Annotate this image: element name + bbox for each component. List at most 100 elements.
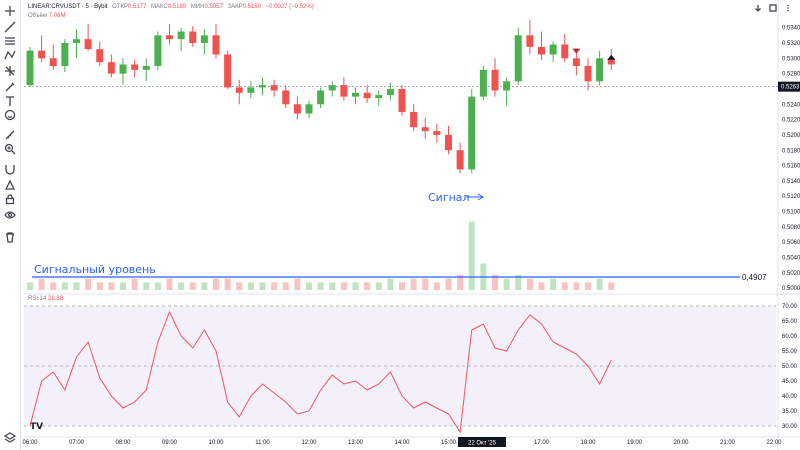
rsi-tick-label: 55.00 bbox=[782, 349, 798, 355]
time-tick-label: 20:00 bbox=[673, 440, 689, 446]
candle-body bbox=[200, 35, 208, 43]
rsi-legend[interactable]: RSI 14 28.88 bbox=[28, 296, 63, 302]
open-value: 0.5177 bbox=[127, 4, 147, 10]
rsi-label: RSI 14 bbox=[28, 296, 47, 302]
lock-draw-icon[interactable] bbox=[3, 178, 17, 192]
candle-body bbox=[107, 62, 115, 74]
time-tick-label: 07:00 bbox=[69, 440, 85, 446]
forecast-icon[interactable] bbox=[3, 64, 17, 78]
candle-body bbox=[421, 127, 429, 132]
volume-bar bbox=[538, 282, 545, 290]
candle-body bbox=[386, 88, 394, 96]
volume-bar bbox=[340, 282, 347, 290]
ruler-icon[interactable] bbox=[3, 128, 17, 142]
price-tick-label: 0.5200 bbox=[782, 133, 800, 139]
low-label: МИН bbox=[190, 4, 205, 10]
candle-body bbox=[503, 81, 511, 91]
brush-icon[interactable] bbox=[3, 80, 17, 94]
price-tick-label: 0.5300 bbox=[782, 56, 800, 62]
volume-bar bbox=[399, 282, 405, 290]
candle-body bbox=[154, 35, 162, 66]
rsi-tick-label: 65.00 bbox=[782, 319, 798, 325]
volume-bar bbox=[178, 282, 185, 290]
more-icon[interactable] bbox=[783, 3, 792, 12]
volume-bar bbox=[271, 282, 278, 290]
candle-body bbox=[96, 49, 104, 63]
volume-bar bbox=[515, 274, 522, 290]
change-value: −0.0027 (−0.52%) bbox=[265, 4, 314, 10]
candle-body bbox=[317, 90, 325, 105]
rsi-band bbox=[24, 306, 776, 426]
volume-bar bbox=[317, 282, 324, 290]
lock-icon[interactable] bbox=[3, 192, 17, 206]
candle-body bbox=[410, 111, 418, 128]
volume-legend[interactable]: Объём 7.06M bbox=[28, 13, 65, 19]
price-tick-label: 0.5240 bbox=[782, 102, 800, 108]
time-tick-label: 12:00 bbox=[301, 440, 317, 446]
symbol-name[interactable]: LINEAR:CRVUSDT · 5 · Bybit bbox=[28, 4, 108, 10]
buy-marker bbox=[607, 54, 616, 60]
visibility-icon[interactable] bbox=[3, 208, 17, 222]
volume-bar bbox=[282, 282, 289, 290]
magnet-icon[interactable] bbox=[3, 162, 17, 176]
trash-icon[interactable] bbox=[3, 230, 17, 244]
fib-icon[interactable] bbox=[3, 34, 17, 48]
volume-bar bbox=[329, 282, 336, 290]
volume-bar bbox=[375, 282, 382, 290]
layers-icon[interactable] bbox=[3, 430, 17, 444]
maximize-icon[interactable] bbox=[768, 3, 777, 12]
candle-body bbox=[445, 134, 452, 151]
candle-body bbox=[259, 85, 266, 88]
candle-body bbox=[26, 50, 34, 86]
rsi-line bbox=[29, 310, 612, 434]
time-tick-label: 17:00 bbox=[534, 440, 550, 446]
symbol-legend: LINEAR:CRVUSDT · 5 · Bybit ОТКР0.5177 МА… bbox=[28, 3, 314, 11]
volume-bar bbox=[85, 278, 92, 290]
text-icon[interactable] bbox=[3, 94, 17, 108]
crosshair-icon[interactable] bbox=[3, 4, 17, 18]
candle-body bbox=[328, 85, 336, 91]
candle-body bbox=[561, 44, 569, 59]
candle-body bbox=[549, 44, 557, 55]
candle-body bbox=[572, 58, 580, 66]
trendline-icon[interactable] bbox=[3, 20, 17, 34]
volume-bar bbox=[410, 278, 417, 290]
time-tick-label: 13:00 bbox=[348, 440, 364, 446]
candle-body bbox=[468, 96, 476, 170]
volume-bar bbox=[166, 278, 173, 290]
candle-body bbox=[491, 69, 499, 91]
time-tick-label: 10:00 bbox=[208, 440, 224, 446]
candle-body bbox=[398, 88, 406, 112]
rsi-tick-label: 45.00 bbox=[782, 379, 798, 385]
pattern-icon[interactable] bbox=[3, 48, 17, 62]
candle-body bbox=[177, 31, 185, 40]
signal-level-annotation: Сигнальный уровень bbox=[34, 263, 156, 276]
date-badge bbox=[458, 437, 506, 447]
candle-body bbox=[73, 39, 80, 43]
rsi-value: 28.88 bbox=[48, 296, 64, 302]
candle-body bbox=[235, 87, 243, 93]
volume-bar bbox=[306, 282, 312, 290]
candle-body bbox=[584, 65, 592, 82]
time-tick-label: 06:00 bbox=[22, 440, 38, 446]
collapse-down-icon[interactable] bbox=[753, 3, 762, 12]
volume-bar bbox=[61, 282, 68, 290]
candle-body bbox=[526, 35, 534, 47]
volume-bar bbox=[201, 282, 208, 290]
candle-body bbox=[456, 150, 464, 170]
candle-body bbox=[607, 58, 615, 65]
volume-bar bbox=[108, 282, 115, 290]
candle-body bbox=[270, 85, 278, 91]
low-value: 0.5057 bbox=[204, 4, 223, 10]
rsi-tick-label: 60.00 bbox=[782, 334, 798, 340]
tradingview-logo[interactable]: TV bbox=[30, 422, 44, 432]
zoom-icon[interactable] bbox=[3, 142, 17, 156]
candle-body bbox=[479, 69, 487, 97]
volume-bar bbox=[27, 282, 33, 290]
emoji-icon[interactable] bbox=[3, 108, 17, 122]
candle-body bbox=[375, 95, 383, 99]
candle-body bbox=[433, 131, 441, 135]
rsi-tick-label: 70.00 bbox=[782, 304, 798, 310]
price-tick-label: 0.5160 bbox=[782, 164, 800, 170]
